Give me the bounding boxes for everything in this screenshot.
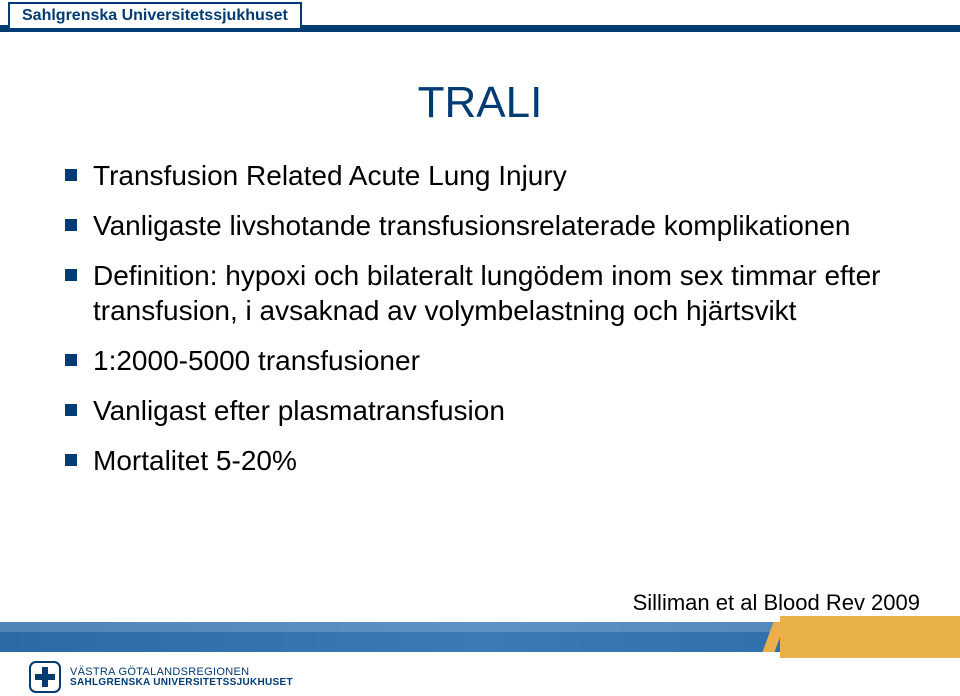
bullet-item: 1:2000-5000 transfusioner <box>65 343 895 379</box>
bullet-item: Mortalitet 5-20% <box>65 443 895 479</box>
header-bar: Sahlgrenska Universitetssjukhuset <box>0 0 960 38</box>
bullet-item: Definition: hypoxi och bilateralt lungöd… <box>65 258 895 330</box>
region-crest-icon <box>28 660 62 694</box>
institution-tab: Sahlgrenska Universitetssjukhuset <box>8 2 302 30</box>
footer-logo-line1: VÄSTRA GÖTALANDSREGIONEN <box>70 667 293 678</box>
bullet-item: Transfusion Related Acute Lung Injury <box>65 158 895 194</box>
footer-logo: VÄSTRA GÖTALANDSREGIONEN SAHLGRENSKA UNI… <box>28 660 293 694</box>
bullet-item: Vanligaste livshotande transfusionsrelat… <box>65 208 895 244</box>
slide-content: Transfusion Related Acute Lung Injury Va… <box>65 158 895 493</box>
bullet-item: Vanligast efter plasmatransfusion <box>65 393 895 429</box>
citation-text: Silliman et al Blood Rev 2009 <box>633 590 920 616</box>
footer-logo-line2: SAHLGRENSKA UNIVERSITETSSJUKHUSET <box>70 678 293 688</box>
footer-band-orange-cap <box>780 616 960 658</box>
footer-band <box>0 622 960 652</box>
slide-title: TRALI <box>0 78 960 128</box>
